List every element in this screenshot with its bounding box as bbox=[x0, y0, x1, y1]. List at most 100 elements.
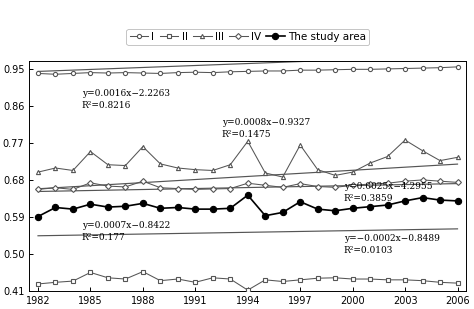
Line: II: II bbox=[36, 269, 460, 292]
II bbox=[332, 276, 338, 280]
II bbox=[263, 278, 268, 282]
Legend: I, II, III, IV, The study area: I, II, III, IV, The study area bbox=[127, 29, 369, 45]
I bbox=[35, 72, 41, 75]
I bbox=[332, 68, 338, 72]
II bbox=[385, 278, 391, 282]
II bbox=[192, 281, 198, 284]
III bbox=[437, 159, 443, 163]
III bbox=[350, 170, 356, 174]
II bbox=[157, 279, 163, 282]
I bbox=[402, 67, 408, 70]
I bbox=[123, 71, 128, 74]
III bbox=[367, 161, 373, 165]
IV bbox=[437, 179, 443, 183]
Line: III: III bbox=[36, 138, 460, 179]
I bbox=[280, 69, 285, 73]
II bbox=[455, 281, 460, 285]
I bbox=[315, 68, 320, 72]
III bbox=[419, 149, 425, 153]
IV bbox=[228, 187, 233, 190]
The study area bbox=[88, 202, 93, 206]
III bbox=[297, 143, 303, 147]
IV bbox=[192, 188, 198, 191]
The study area bbox=[437, 198, 443, 202]
III bbox=[53, 166, 58, 170]
II bbox=[35, 282, 41, 286]
I bbox=[437, 66, 443, 70]
The study area bbox=[245, 193, 251, 197]
III bbox=[402, 138, 408, 142]
IV bbox=[419, 178, 425, 182]
IV bbox=[315, 185, 320, 188]
II bbox=[402, 278, 408, 282]
The study area bbox=[228, 206, 233, 210]
Text: y=0.0007x−0.8422
R²=0.177: y=0.0007x−0.8422 R²=0.177 bbox=[82, 221, 170, 242]
The study area bbox=[419, 196, 425, 200]
I bbox=[53, 72, 58, 76]
I bbox=[140, 71, 146, 75]
II bbox=[88, 271, 93, 274]
I bbox=[88, 71, 93, 74]
I bbox=[210, 71, 216, 74]
I bbox=[367, 67, 373, 71]
IV bbox=[140, 179, 146, 183]
II bbox=[53, 281, 58, 284]
IV bbox=[175, 187, 181, 190]
IV bbox=[35, 188, 41, 191]
IV bbox=[263, 184, 268, 187]
The study area bbox=[157, 206, 163, 210]
The study area bbox=[53, 205, 58, 209]
III bbox=[245, 139, 251, 143]
III bbox=[123, 164, 128, 167]
II bbox=[350, 277, 356, 281]
III bbox=[175, 166, 181, 170]
Line: I: I bbox=[36, 65, 460, 76]
IV bbox=[280, 185, 285, 189]
II bbox=[297, 278, 303, 282]
Text: y=0.0016x−2.2263
R²=0.8216: y=0.0016x−2.2263 R²=0.8216 bbox=[82, 89, 170, 110]
IV bbox=[70, 188, 76, 191]
I bbox=[157, 72, 163, 75]
IV bbox=[105, 184, 111, 188]
Text: y=−0.0002x−0.8489
R²=0.0103: y=−0.0002x−0.8489 R²=0.0103 bbox=[344, 234, 440, 255]
III bbox=[332, 174, 338, 177]
I bbox=[350, 67, 356, 71]
Line: IV: IV bbox=[36, 178, 460, 192]
IV bbox=[455, 180, 460, 184]
IV bbox=[350, 184, 356, 187]
The study area bbox=[385, 203, 391, 207]
IV bbox=[53, 186, 58, 190]
I bbox=[228, 70, 233, 74]
The study area bbox=[140, 201, 146, 205]
II bbox=[280, 280, 285, 283]
II bbox=[140, 270, 146, 273]
The study area bbox=[280, 210, 285, 214]
II bbox=[437, 281, 443, 284]
The study area bbox=[70, 207, 76, 211]
IV bbox=[88, 181, 93, 185]
II bbox=[70, 279, 76, 283]
II bbox=[367, 277, 373, 281]
IV bbox=[385, 181, 391, 185]
III bbox=[263, 171, 268, 175]
III bbox=[88, 150, 93, 153]
III bbox=[157, 162, 163, 166]
III bbox=[385, 154, 391, 158]
III bbox=[280, 175, 285, 179]
II bbox=[105, 276, 111, 280]
IV bbox=[367, 182, 373, 186]
II bbox=[245, 288, 251, 292]
IV bbox=[332, 185, 338, 189]
The study area bbox=[210, 207, 216, 211]
IV bbox=[157, 186, 163, 190]
IV bbox=[123, 185, 128, 189]
I bbox=[175, 71, 181, 74]
I bbox=[263, 69, 268, 73]
II bbox=[123, 277, 128, 281]
III bbox=[140, 145, 146, 149]
I bbox=[245, 70, 251, 73]
III bbox=[105, 163, 111, 167]
II bbox=[315, 276, 320, 280]
The study area bbox=[367, 205, 373, 209]
The study area bbox=[332, 209, 338, 213]
